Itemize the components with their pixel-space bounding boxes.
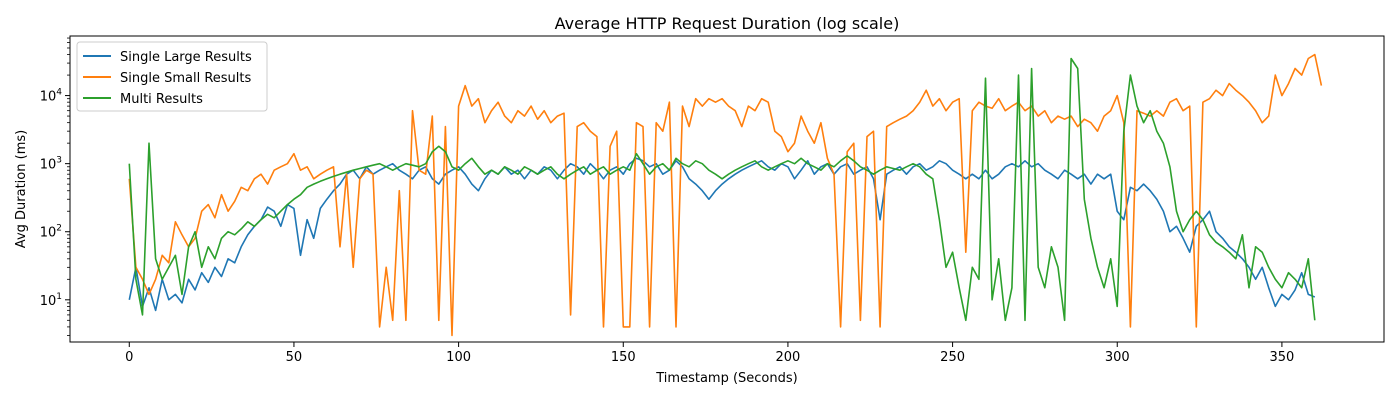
x-tick-label: 300 xyxy=(1105,350,1130,365)
y-axis-title: Avg Duration (ms) xyxy=(14,130,29,248)
x-tick-label: 100 xyxy=(446,350,471,365)
x-tick-label: 0 xyxy=(125,350,133,365)
legend-label: Single Small Results xyxy=(120,71,252,86)
chart-title: Average HTTP Request Duration (log scale… xyxy=(555,14,900,33)
series-line-single-small-results xyxy=(128,53,1323,337)
y-axis: 101 102 103 104 xyxy=(40,37,70,336)
x-tick-label: 250 xyxy=(940,350,965,365)
y-tick-label: 103 xyxy=(40,156,62,173)
legend: Single Large Results Single Small Results… xyxy=(76,41,268,112)
x-axis-title: Timestamp (Seconds) xyxy=(655,371,797,386)
series-line-single-large-results xyxy=(128,157,1316,312)
x-tick-label: 200 xyxy=(776,350,801,365)
x-tick-label: 150 xyxy=(611,350,636,365)
series-layer xyxy=(128,53,1323,337)
y-tick-label: 102 xyxy=(40,224,62,241)
legend-label: Multi Results xyxy=(120,92,203,107)
y-tick-label: 104 xyxy=(40,88,63,105)
series-line-multi-results xyxy=(128,57,1316,322)
x-tick-label: 50 xyxy=(286,350,303,365)
y-tick-label: 101 xyxy=(40,292,62,309)
x-axis: 0 50 100 150 200 250 300 350 xyxy=(125,342,1294,365)
legend-box xyxy=(76,41,268,112)
legend-label: Single Large Results xyxy=(120,50,252,65)
plot-frame xyxy=(69,35,1385,343)
x-tick-label: 350 xyxy=(1269,350,1294,365)
